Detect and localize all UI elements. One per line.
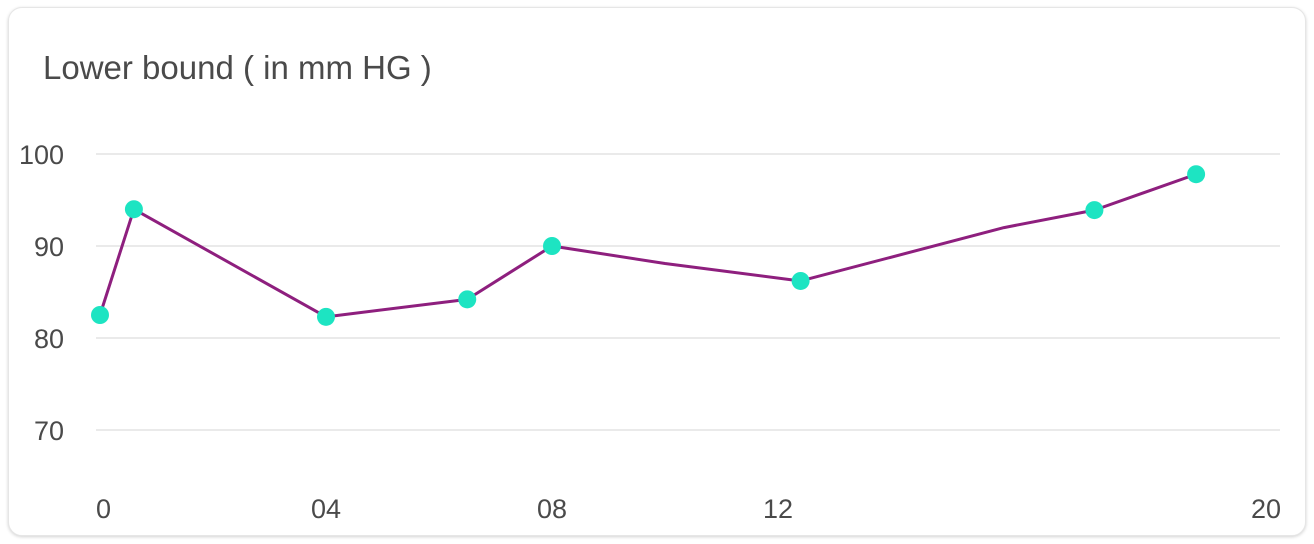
- x-tick-label: 04: [311, 494, 341, 524]
- data-point-8: [1085, 201, 1104, 220]
- x-tick-label: 20: [1251, 494, 1281, 524]
- x-tick-label: 12: [763, 494, 793, 524]
- data-point-6: [791, 271, 810, 290]
- data-point-0: [91, 306, 109, 324]
- series-line-0: [98, 172, 1198, 319]
- x-axis-ticks: 0 04 08 12 20: [96, 494, 1281, 524]
- data-point-1: [124, 200, 143, 219]
- x-tick-label: 08: [537, 494, 567, 524]
- data-point-3: [458, 290, 477, 309]
- y-tick-label: 100: [19, 140, 64, 170]
- data-point-2: [317, 307, 335, 326]
- chart-card: Lower bound ( in mm HG ): [8, 7, 1306, 536]
- y-tick-label: 80: [34, 324, 64, 354]
- y-tick-label: 90: [34, 232, 64, 262]
- data-point-9: [1187, 165, 1206, 184]
- series-layer: [91, 165, 1206, 326]
- y-tick-label: 70: [34, 416, 64, 446]
- chart-title: Lower bound ( in mm HG ): [43, 49, 432, 86]
- data-point-4: [543, 237, 561, 255]
- y-axis-ticks: 70 80 90 100: [19, 140, 64, 446]
- grid-lines: [96, 153, 1280, 431]
- x-tick-label: 0: [96, 494, 111, 524]
